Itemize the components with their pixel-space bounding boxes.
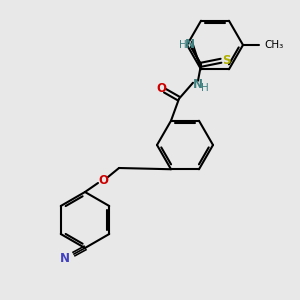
Text: N: N: [185, 38, 195, 51]
Text: H: H: [179, 40, 187, 50]
Text: H: H: [201, 83, 209, 93]
Text: O: O: [98, 173, 108, 187]
Text: O: O: [156, 82, 166, 95]
Text: CH₃: CH₃: [264, 40, 283, 50]
Text: N: N: [60, 251, 70, 265]
Text: S: S: [222, 54, 230, 67]
Text: N: N: [193, 78, 203, 91]
